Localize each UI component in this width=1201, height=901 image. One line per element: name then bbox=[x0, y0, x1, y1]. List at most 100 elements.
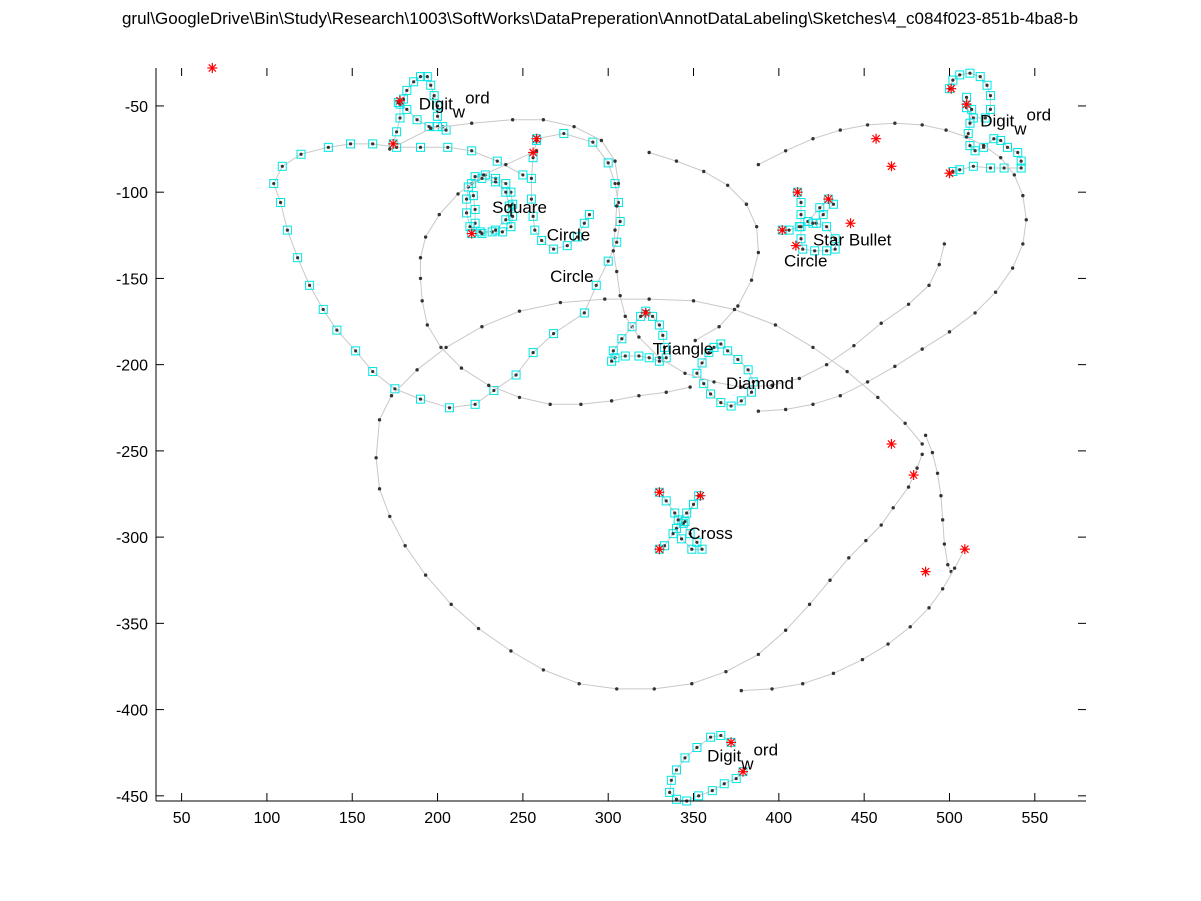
sample-point bbox=[664, 390, 668, 394]
sample-box-marker bbox=[323, 142, 333, 152]
plot-area bbox=[156, 68, 1086, 801]
sample-point bbox=[389, 393, 394, 398]
sample-point bbox=[504, 218, 508, 222]
sample-box-marker bbox=[689, 499, 699, 509]
sample-point bbox=[272, 181, 276, 186]
sample-point bbox=[946, 563, 950, 567]
sample-point bbox=[831, 671, 836, 676]
sample-point bbox=[509, 225, 513, 229]
annotation-subscript: w bbox=[740, 754, 754, 773]
sample-box-marker bbox=[680, 753, 690, 763]
annotation-text: Square bbox=[492, 198, 547, 217]
sample-point bbox=[988, 93, 993, 98]
sample-point bbox=[652, 687, 656, 691]
sample-box-marker bbox=[985, 104, 995, 114]
sample-point bbox=[1010, 266, 1015, 270]
x-tick-label: 450 bbox=[851, 810, 878, 827]
sample-point bbox=[695, 745, 699, 750]
sample-point bbox=[558, 300, 563, 305]
sample-point bbox=[864, 538, 868, 543]
sample-point bbox=[371, 142, 375, 146]
sample-point bbox=[971, 164, 975, 168]
sample-point bbox=[579, 402, 583, 407]
sample-point bbox=[968, 121, 972, 125]
sample-point bbox=[717, 325, 721, 329]
sample-box-marker bbox=[980, 113, 990, 123]
sample-point bbox=[940, 587, 945, 591]
sample-box-marker bbox=[475, 227, 485, 237]
sample-point bbox=[551, 247, 556, 251]
sample-box-marker bbox=[470, 399, 480, 409]
sample-point bbox=[725, 183, 730, 187]
sample-point bbox=[783, 628, 788, 632]
sample-box-marker bbox=[463, 182, 473, 192]
sample-point bbox=[879, 321, 883, 325]
sample-point bbox=[876, 395, 880, 400]
sample-point bbox=[529, 197, 534, 201]
sample-point bbox=[565, 244, 569, 248]
sample-box-marker bbox=[830, 234, 840, 244]
sample-point bbox=[480, 231, 484, 236]
sample-box-marker bbox=[736, 396, 746, 406]
sample-box-marker bbox=[572, 232, 582, 242]
sample-point bbox=[405, 88, 409, 93]
sample-point bbox=[388, 147, 392, 151]
sample-point bbox=[435, 104, 440, 108]
sample-point bbox=[927, 606, 931, 610]
sample-point bbox=[920, 347, 924, 351]
sample-box-marker bbox=[743, 365, 753, 375]
annotation-text: Star Bullet bbox=[813, 231, 892, 250]
sample-point bbox=[415, 368, 419, 372]
sample-point bbox=[615, 204, 619, 208]
endpoint-star-marker bbox=[528, 147, 539, 158]
stroke-line bbox=[758, 122, 1027, 412]
annotation-label: Circle bbox=[784, 251, 827, 270]
sample-point bbox=[906, 485, 911, 489]
sample-box-marker bbox=[470, 204, 480, 214]
sample-point bbox=[691, 502, 696, 506]
sample-point bbox=[1021, 193, 1025, 198]
annotation-label: Square bbox=[492, 198, 547, 217]
sample-point bbox=[657, 356, 662, 360]
sample-point bbox=[429, 126, 433, 131]
sample-point bbox=[393, 387, 397, 391]
sample-point bbox=[783, 149, 788, 153]
sample-point bbox=[749, 278, 754, 282]
sample-point bbox=[973, 149, 977, 153]
sample-box-marker bbox=[666, 775, 676, 785]
sample-point bbox=[618, 219, 622, 224]
sample-point bbox=[487, 383, 491, 388]
sample-point bbox=[942, 542, 947, 546]
sample-box-marker bbox=[627, 322, 637, 332]
sample-box-marker bbox=[731, 774, 741, 784]
sample-box-marker bbox=[530, 225, 540, 235]
sample-point bbox=[388, 514, 392, 519]
endpoint-star-marker bbox=[388, 138, 399, 149]
sample-point bbox=[493, 180, 498, 184]
sample-point bbox=[688, 385, 692, 389]
sample-point bbox=[572, 124, 576, 129]
sample-point bbox=[425, 75, 429, 79]
sample-point bbox=[504, 162, 508, 167]
endpoint-star-marker bbox=[695, 490, 706, 501]
sample-point bbox=[449, 602, 453, 607]
endpoint-star-marker bbox=[395, 95, 406, 106]
sample-point bbox=[377, 418, 382, 422]
star-stroke bbox=[945, 169, 954, 178]
sample-point bbox=[973, 311, 977, 315]
endpoint-star-marker bbox=[961, 99, 972, 110]
sample-box-marker bbox=[716, 730, 726, 740]
sample-point bbox=[712, 345, 716, 350]
y-tick-label: -250 bbox=[116, 444, 148, 461]
sample-box-marker bbox=[694, 791, 704, 801]
sample-point bbox=[398, 116, 402, 120]
sample-point bbox=[828, 578, 832, 582]
sample-point bbox=[756, 409, 761, 413]
sample-point bbox=[507, 204, 511, 208]
sample-point bbox=[429, 83, 433, 87]
annotation-label: Digitword bbox=[980, 106, 1051, 139]
sample-point bbox=[493, 176, 498, 180]
sample-box-marker bbox=[668, 529, 678, 539]
stroke-line bbox=[530, 140, 590, 250]
sample-box-marker bbox=[588, 137, 598, 147]
